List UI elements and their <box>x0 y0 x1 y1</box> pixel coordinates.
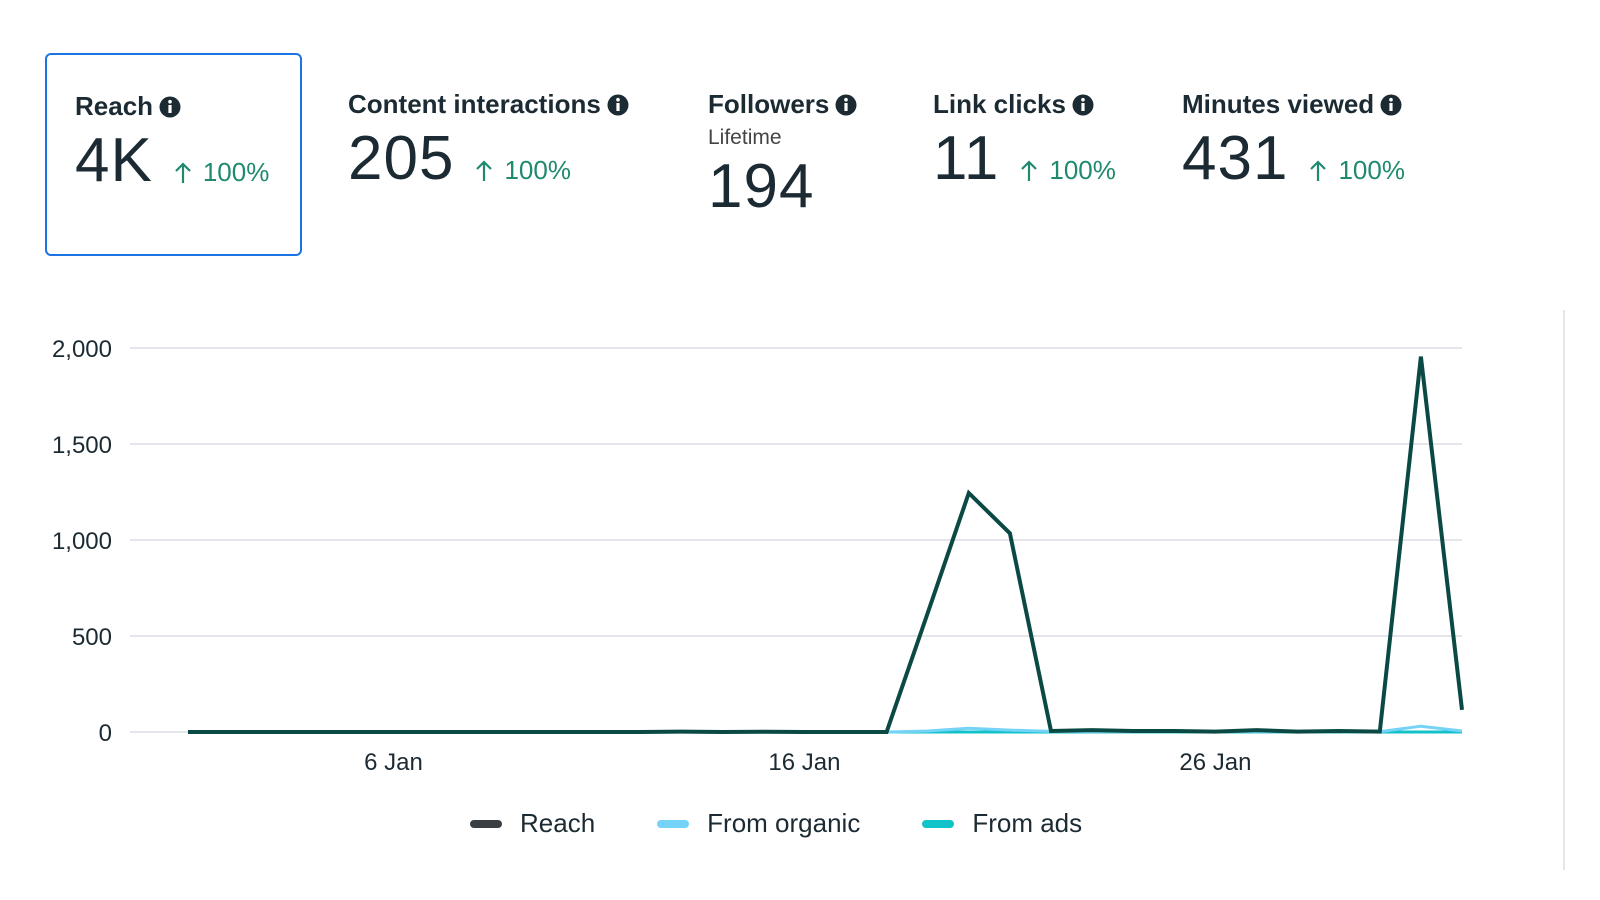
line-chart: 2,000 1,500 1,000 500 0 6 Jan 16 Jan 26 Jan <box>52 336 1464 776</box>
info-icon[interactable] <box>607 94 629 116</box>
metric-value: 205 <box>348 124 455 193</box>
metric-card-followers[interactable]: Followers Lifetime 194 <box>680 53 900 256</box>
x-tick-label: 6 Jan <box>364 749 423 776</box>
metric-sublabel: Lifetime <box>708 126 782 149</box>
series-lines <box>188 356 1464 735</box>
arrow-up-icon <box>175 162 191 183</box>
legend-label: From organic <box>707 808 861 838</box>
legend-swatch <box>922 819 955 828</box>
metric-header: Content interactions <box>348 89 665 120</box>
legend-swatch <box>470 819 502 828</box>
x-axis-ticks: 6 Jan 16 Jan 26 Jan <box>364 749 1251 776</box>
info-icon[interactable] <box>835 94 857 116</box>
info-icon[interactable] <box>1072 94 1094 116</box>
trend-indicator: 100% <box>1308 155 1405 186</box>
legend-item-from-ads[interactable]: From ads <box>922 808 1082 839</box>
grid-lines <box>130 347 1462 733</box>
metric-label: Followers <box>708 89 830 119</box>
metric-value: 11 <box>933 124 1000 193</box>
metric-value-row: 4K 100% <box>75 126 300 196</box>
metric-value-row: 11 100% <box>933 124 1145 194</box>
trend-indicator: 100% <box>173 157 270 188</box>
arrow-up-icon <box>1310 160 1327 181</box>
metric-card-minutes-viewed[interactable]: Minutes viewed 431 100% <box>1154 53 1434 256</box>
arrow-up-icon <box>1021 160 1038 181</box>
legend-item-from-organic[interactable]: From organic <box>657 808 860 839</box>
metric-value: 194 <box>708 152 815 221</box>
panel-divider <box>1563 310 1565 870</box>
x-tick-label: 16 Jan <box>768 749 840 776</box>
trend-value: 100% <box>1338 155 1405 185</box>
trend-indicator: 100% <box>1019 155 1116 186</box>
info-icon[interactable] <box>159 96 181 118</box>
legend-swatch <box>657 819 690 828</box>
metric-label: Content interactions <box>348 89 601 119</box>
metric-value-row: 194 <box>708 152 900 222</box>
metric-header: Link clicks <box>933 89 1145 120</box>
y-tick-label: 500 <box>72 624 112 651</box>
y-tick-label: 2,000 <box>52 336 112 363</box>
metric-value-row: 431 100% <box>1182 124 1434 194</box>
metric-card-content-interactions[interactable]: Content interactions 205 100% <box>320 53 665 256</box>
legend-item-reach[interactable]: Reach <box>470 808 595 839</box>
metric-value: 4K <box>75 126 153 195</box>
series-line-reach[interactable] <box>188 356 1464 735</box>
trend-value: 100% <box>1049 155 1116 185</box>
metrics-row: Reach 4K 100% Content interacti <box>0 0 1600 280</box>
arrow-up-icon <box>476 160 493 181</box>
metric-card-reach[interactable]: Reach 4K 100% <box>45 53 302 256</box>
metric-value-row: 205 100% <box>348 124 665 194</box>
y-tick-label: 1,500 <box>52 432 112 459</box>
metric-header: Reach <box>75 91 300 122</box>
trend-indicator: 100% <box>474 155 571 186</box>
metric-value: 431 <box>1182 124 1289 193</box>
y-tick-label: 0 <box>99 720 112 747</box>
reach-chart: 2,000 1,500 1,000 500 0 6 Jan 16 Jan 26 Jan Re… <box>0 290 1600 900</box>
chart-legend: Reach From organic From ads <box>470 808 1144 839</box>
metric-label: Link clicks <box>933 89 1066 119</box>
trend-value: 100% <box>202 157 270 187</box>
legend-label: From ads <box>972 808 1083 838</box>
info-icon[interactable] <box>1380 94 1402 116</box>
metric-label: Minutes viewed <box>1182 89 1375 119</box>
metric-header: Minutes viewed <box>1182 89 1434 120</box>
legend-label: Reach <box>520 808 596 838</box>
trend-value: 100% <box>504 155 571 185</box>
y-axis-ticks: 2,000 1,500 1,000 500 0 <box>52 336 112 747</box>
metric-header: Followers <box>708 89 900 120</box>
metric-label: Reach <box>75 91 154 121</box>
y-tick-label: 1,000 <box>52 528 112 555</box>
metric-card-link-clicks[interactable]: Link clicks 11 100% <box>905 53 1145 256</box>
x-tick-label: 26 Jan <box>1179 749 1251 776</box>
